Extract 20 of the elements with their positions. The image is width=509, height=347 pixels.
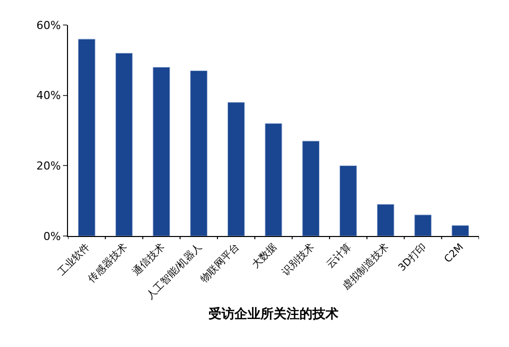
x-axis-title: 受访企业所关注的技术: [208, 306, 338, 322]
y-tick-label: 20%: [36, 160, 61, 173]
bar: [190, 70, 208, 236]
bar: [78, 38, 96, 236]
bar: [115, 52, 133, 236]
bar: [264, 123, 282, 236]
bar: [340, 165, 357, 236]
x-tick-label: 大数据: [249, 241, 280, 271]
x-tick-label: 3D打印: [396, 241, 429, 274]
bar: [376, 204, 394, 236]
x-tick-label: 云计算: [324, 241, 354, 271]
bar: [302, 140, 320, 236]
y-tick-label: 40%: [36, 89, 61, 102]
bar: [152, 66, 170, 236]
bar: [452, 225, 469, 236]
x-tick-label: 识别技术: [280, 241, 317, 278]
y-tick-label: 60%: [36, 18, 61, 32]
bar: [414, 214, 432, 236]
y-tick-label: 0%: [43, 230, 61, 243]
bar: [227, 102, 245, 236]
